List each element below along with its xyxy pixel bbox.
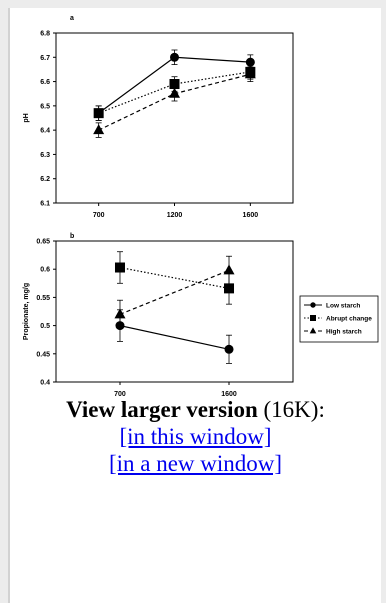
y-tick-label: 0.5	[40, 323, 50, 330]
chart-a: a 6.1 6.2 6.3 6.4 6.5 6.6 6.7 6.8 700 1200 1600 pH	[23, 15, 294, 219]
series-line	[119, 325, 230, 350]
y-tick-label: 0.55	[36, 295, 50, 302]
series-square	[114, 251, 235, 305]
y-tick-label: 6.1	[40, 201, 50, 208]
view-larger-line: View larger version (16K):	[10, 396, 381, 423]
data-point	[169, 87, 180, 98]
y-axis-label: pH	[23, 113, 30, 122]
y-tick-label: 6.2	[40, 176, 50, 183]
y-tick-label: 0.65	[36, 239, 50, 246]
legend-label: Abrupt change	[326, 316, 372, 323]
view-larger-label: View larger version	[66, 397, 258, 422]
legend-marker	[310, 302, 316, 308]
data-point	[224, 283, 235, 294]
y-tick-label: 6.7	[40, 55, 50, 62]
y-axis-label: Propionate, mg/g	[23, 283, 30, 340]
series-line	[119, 266, 230, 289]
data-point	[170, 52, 179, 62]
panel-label: b	[70, 233, 74, 240]
figure-caption: View larger version (16K): [in this wind…	[10, 396, 381, 477]
y-tick-label: 6.8	[40, 31, 50, 38]
series-line	[119, 269, 230, 315]
legend-box	[299, 295, 379, 343]
y-tick-label: 0.45	[36, 351, 50, 358]
plot-frame	[55, 240, 294, 383]
chart-b: b 0.4 0.45 0.5 0.55 0.6 0.65 700 1600 Propionate,…	[23, 233, 294, 398]
x-tick-label: 700	[93, 212, 105, 219]
legend-label: High starch	[326, 329, 362, 336]
y-tick-label: 6.6	[40, 79, 50, 86]
series-circle	[115, 309, 234, 364]
figure-panel: a 6.1 6.2 6.3 6.4 6.5 6.6 6.7 6.8 700 1200 1600 pH b…	[8, 8, 381, 603]
x-tick-label: 1600	[243, 212, 259, 219]
data-point	[93, 124, 105, 135]
data-point	[244, 68, 256, 79]
data-point	[223, 264, 235, 275]
y-tick-label: 0.4	[40, 380, 50, 387]
file-size: (16K):	[257, 397, 325, 422]
y-tick-label: 6.4	[40, 128, 50, 135]
data-point	[114, 262, 125, 273]
series-triangle	[114, 255, 235, 329]
x-tick-label: 1600	[221, 391, 237, 398]
y-tick-label: 6.5	[40, 103, 50, 110]
chart-legend: Low starch Abrupt change High starch	[299, 295, 379, 343]
y-tick-label: 6.3	[40, 152, 50, 159]
legend-marker	[310, 315, 316, 321]
panel-label: a	[70, 15, 74, 22]
y-tick-label: 0.6	[40, 267, 50, 274]
x-tick-label: 700	[114, 391, 126, 398]
figure: a 6.1 6.2 6.3 6.4 6.5 6.6 6.7 6.8 700 1200 1600 pH b…	[23, 15, 379, 398]
link-in-new-window[interactable]: [in a new window]	[108, 451, 283, 476]
legend-marker	[309, 327, 317, 334]
legend-label: Low starch	[326, 303, 360, 310]
data-point	[114, 308, 126, 319]
data-point	[93, 108, 104, 119]
x-tick-label: 1200	[167, 212, 183, 219]
series-triangle	[93, 66, 256, 138]
data-point	[169, 79, 180, 89]
data-point	[224, 344, 234, 354]
link-in-this-window[interactable]: [in this window]	[119, 424, 272, 449]
